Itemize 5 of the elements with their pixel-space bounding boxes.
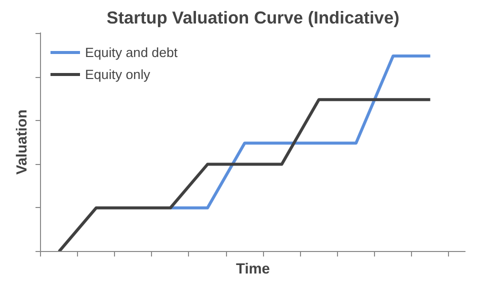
chart-title: Startup Valuation Curve (Indicative)	[106, 8, 400, 28]
legend-label: Equity only	[85, 66, 150, 82]
y-axis-title: Valuation	[14, 109, 30, 175]
legend-label: Equity and debt	[85, 44, 178, 60]
x-axis-title: Time	[236, 262, 270, 278]
